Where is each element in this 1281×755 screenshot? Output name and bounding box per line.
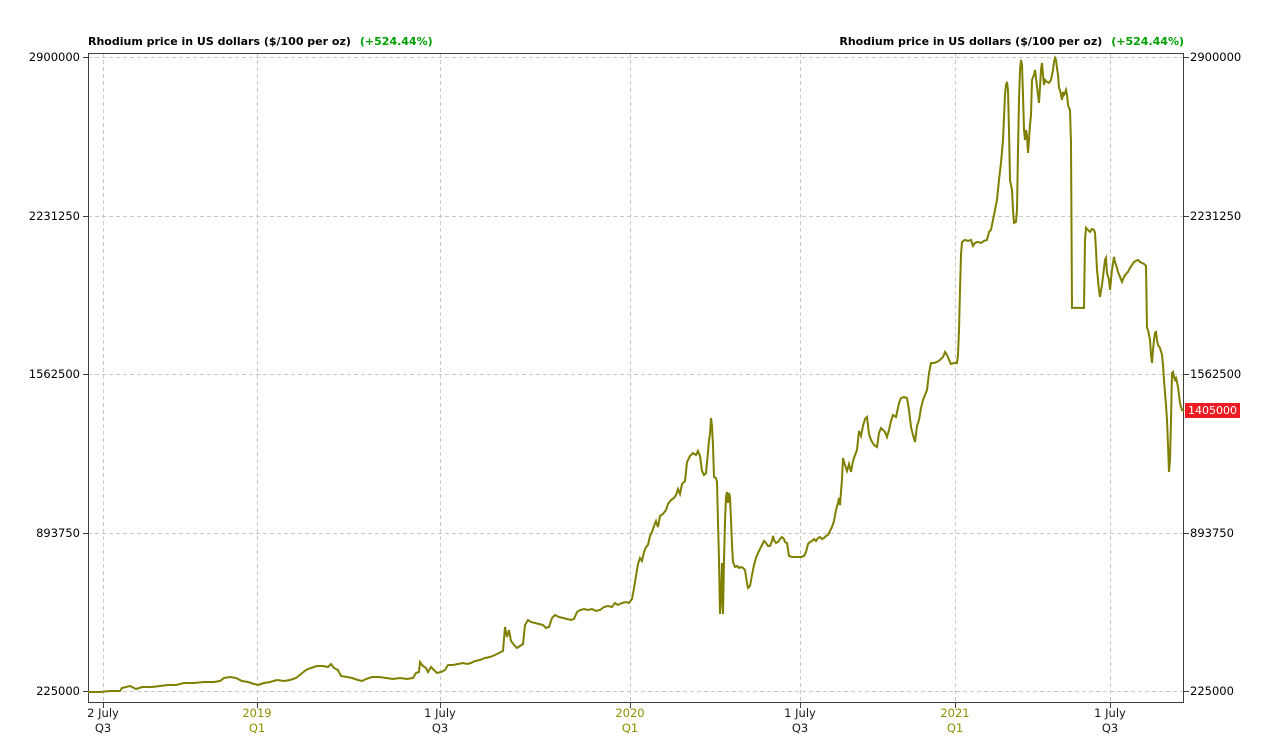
x-axis-tick-label: 1 July Q3 bbox=[424, 706, 456, 736]
chart-title-text: Rhodium price in US dollars ($/100 per o… bbox=[839, 35, 1103, 48]
y-axis-label-right: 2231250 bbox=[1190, 208, 1242, 223]
x-axis-tick-label: 2 July Q3 bbox=[87, 706, 119, 736]
x-axis-label-quarter: Q1 bbox=[946, 721, 964, 735]
x-axis-label-quarter: Q3 bbox=[431, 721, 449, 735]
x-axis-tick-label: 2021 Q1 bbox=[940, 706, 969, 736]
plot-frame bbox=[88, 53, 1184, 703]
x-axis-label-primary: 2020 bbox=[615, 706, 645, 720]
y-axis-label-left: 2231250 bbox=[28, 208, 80, 223]
x-axis-label-primary: 1 July bbox=[1094, 706, 1126, 720]
y-axis-label-right: 225000 bbox=[1190, 684, 1234, 698]
x-axis-tick-label: 1 July Q3 bbox=[784, 706, 816, 736]
price-line bbox=[88, 55, 1185, 693]
x-axis-label-quarter: Q3 bbox=[1101, 721, 1119, 735]
x-axis-tick-label: 2019 Q1 bbox=[242, 706, 271, 736]
x-axis-label-quarter: Q3 bbox=[94, 721, 112, 735]
x-axis-label-quarter: Q3 bbox=[791, 721, 809, 735]
y-axis-label-right: 2900000 bbox=[1190, 50, 1242, 64]
y-axis-label-left: 225000 bbox=[36, 684, 80, 698]
plot-area bbox=[83, 53, 1189, 708]
x-axis-label-primary: 2021 bbox=[940, 706, 970, 720]
y-axis-label-left: 2900000 bbox=[28, 50, 80, 64]
chart-title-text: Rhodium price in US dollars ($/100 per o… bbox=[88, 35, 351, 48]
chart-title-left: Rhodium price in US dollars ($/100 per o… bbox=[88, 35, 433, 48]
chart-title-right: Rhodium price in US dollars ($/100 per o… bbox=[839, 35, 1184, 48]
y-axis-label-right: 1562500 bbox=[1190, 367, 1242, 381]
y-axis-label-left: 893750 bbox=[36, 525, 80, 540]
x-axis-label-primary: 2019 bbox=[242, 706, 272, 720]
x-axis-label-primary: 1 July bbox=[424, 706, 456, 720]
x-axis-tick-label: 2020 Q1 bbox=[615, 706, 644, 736]
x-axis-tick-label: 1 July Q3 bbox=[1094, 706, 1126, 736]
chart-change-percent: (+524.44%) bbox=[1111, 35, 1184, 48]
x-axis-label-primary: 1 July bbox=[784, 706, 816, 720]
x-axis-label-quarter: Q1 bbox=[621, 721, 639, 735]
x-axis-label-quarter: Q1 bbox=[248, 721, 266, 735]
chart-change-percent: (+524.44%) bbox=[359, 35, 433, 48]
y-axis-label-right: 893750 bbox=[1190, 525, 1234, 540]
last-price-badge: 1405000 bbox=[1185, 403, 1240, 419]
y-axis-label-left: 1562500 bbox=[28, 367, 80, 381]
x-axis-label-primary: 2 July bbox=[87, 706, 119, 720]
